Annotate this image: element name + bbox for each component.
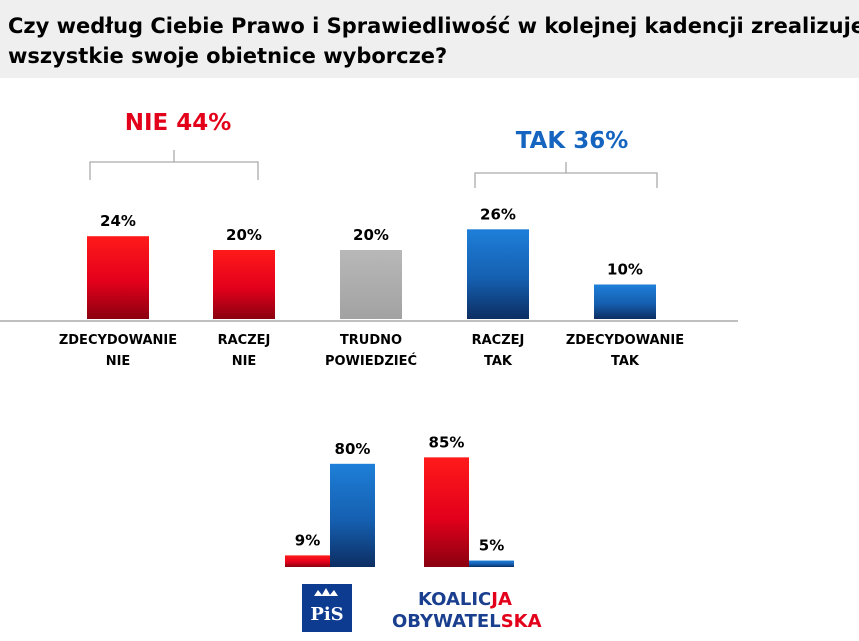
svg-text:KOALICJA: KOALICJA <box>418 589 512 610</box>
ko-logo-ska: SKA <box>501 611 542 632</box>
bracket-nie <box>90 150 258 180</box>
value-label: 20% <box>226 226 262 244</box>
value-label: 24% <box>100 212 136 230</box>
category-label: TRUDNO <box>340 333 402 348</box>
bar-raczej-nie <box>213 250 275 319</box>
value-label: 10% <box>607 261 643 279</box>
poll-chart: NIE 44% TAK 36% 24% 20% 20% 26% 10% ZDECYDOW… <box>0 0 859 641</box>
bar-koalicja-obywatelska-nie <box>424 457 469 567</box>
group-label-nie: NIE 44% <box>125 110 232 136</box>
category-label: ZDECYDOWANIE <box>59 333 177 348</box>
bar-trudno-powiedzie- <box>340 250 402 319</box>
category-label: RACZEJ <box>218 333 271 348</box>
category-label: NIE <box>106 354 131 369</box>
value-label: 26% <box>480 205 516 223</box>
top-chart-category-labels: ZDECYDOWANIE NIE RACZEJ NIE TRUDNO POWIEDZIEĆ… <box>59 333 684 369</box>
ko-logo: KOALICJA OBYWATELSKA <box>392 589 542 632</box>
value-label: 5% <box>479 537 504 555</box>
category-label: ZDECYDOWANIE <box>566 333 684 348</box>
top-chart-bars: 24% 20% 20% 26% 10% <box>87 205 656 319</box>
category-label: POWIEDZIEĆ <box>325 353 417 369</box>
group-label-tak: TAK 36% <box>516 128 629 154</box>
category-label: RACZEJ <box>472 333 525 348</box>
value-label: 20% <box>353 226 389 244</box>
bar-zdecydowanie-nie <box>87 236 149 319</box>
category-label: TAK <box>484 354 513 369</box>
pis-logo: PiS <box>302 584 352 632</box>
value-label: 85% <box>429 433 465 451</box>
bar-zdecydowanie-tak <box>594 285 656 320</box>
pis-logo-text: PiS <box>310 604 343 625</box>
svg-text:OBYWATELSKA: OBYWATELSKA <box>392 611 542 632</box>
bar-koalicja-obywatelska-tak <box>469 561 514 567</box>
value-label: 80% <box>335 440 371 458</box>
value-label: 9% <box>295 531 320 549</box>
bar-raczej-tak <box>467 229 529 319</box>
category-label: TAK <box>611 354 640 369</box>
ko-logo-obywatel: OBYWATEL <box>392 611 501 632</box>
bracket-tak <box>475 162 657 188</box>
bar-pis-nie <box>285 555 330 567</box>
ko-logo-ja: JA <box>489 589 512 610</box>
bottom-chart-bars: 9% 80% 85% 5% <box>285 433 514 567</box>
ko-logo-koalic: KOALIC <box>418 589 491 610</box>
category-label: NIE <box>232 354 257 369</box>
bar-pis-tak <box>330 464 375 567</box>
